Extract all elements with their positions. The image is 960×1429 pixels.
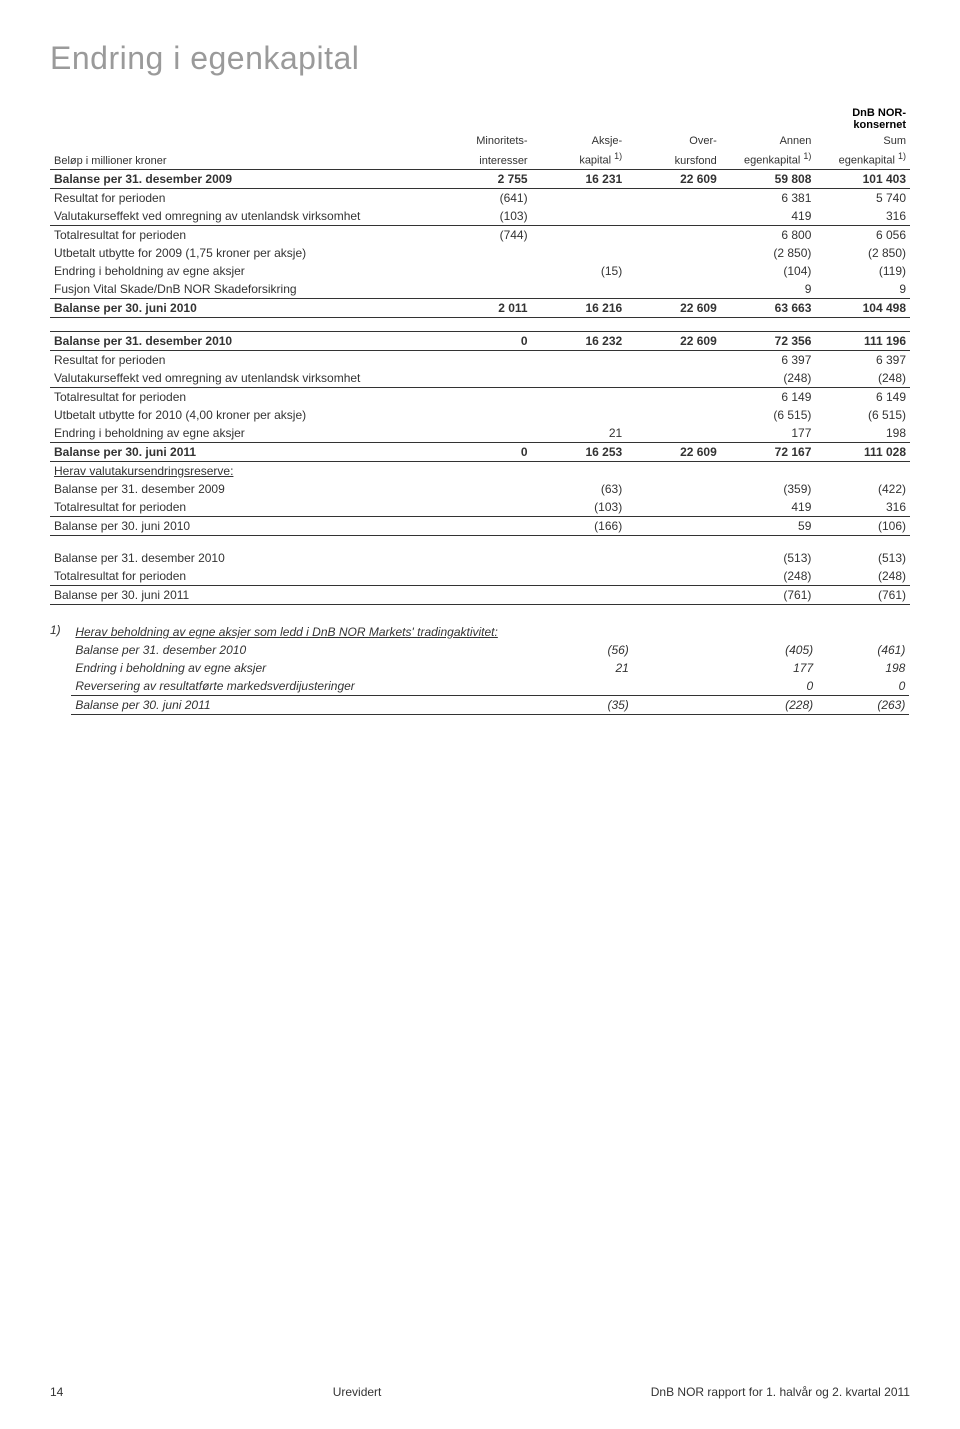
equity-change-table: DnB NOR-konsernetMinoritets-Aksje-Over-A… (50, 105, 910, 605)
table-row: Endring i beholdning av egne aksjer(15)(… (50, 262, 910, 280)
page-footer: 14 Urevidert DnB NOR rapport for 1. halv… (50, 1385, 910, 1399)
table-row: Reversering av resultatførte markedsverd… (71, 677, 909, 696)
table-row: Balanse per 31. desember 2010(56)(405)(4… (71, 641, 909, 659)
table-row: Endring i beholdning av egne aksjer21177… (71, 659, 909, 677)
table-row: Resultat for perioden(641)6 3815 740 (50, 188, 910, 207)
brand-label: DnB NOR-konsernet (815, 105, 910, 133)
table-row: Balanse per 30. juni 2011016 25322 60972… (50, 442, 910, 461)
reserve-heading: Herav valutakursendringsreserve: (50, 461, 910, 480)
footnote-block: 1) Herav beholdning av egne aksjer som l… (50, 623, 910, 715)
table-row: Valutakurseffekt ved omregning av utenla… (50, 369, 910, 388)
table-row: Balanse per 31. desember 20092 75516 231… (50, 169, 910, 188)
table-row: Utbetalt utbytte for 2010 (4,00 kroner p… (50, 406, 910, 424)
footer-right: DnB NOR rapport for 1. halvår og 2. kvar… (651, 1385, 910, 1399)
table-row: Balanse per 30. juni 2011(761)(761) (50, 586, 910, 605)
footer-page-number: 14 (50, 1385, 63, 1399)
table-row: Totalresultat for perioden(103)419316 (50, 498, 910, 517)
table-row: Balanse per 31. desember 2010016 23222 6… (50, 331, 910, 350)
page-title: Endring i egenkapital (50, 40, 910, 77)
table-row: Valutakurseffekt ved omregning av utenla… (50, 207, 910, 226)
footnote-table: Herav beholdning av egne aksjer som ledd… (71, 623, 909, 715)
table-row: Balanse per 31. desember 2009(63)(359)(4… (50, 480, 910, 498)
table-row: Endring i beholdning av egne aksjer21177… (50, 424, 910, 443)
footer-center: Urevidert (333, 1385, 382, 1399)
footnote-marker: 1) (50, 623, 68, 637)
footnote-heading: Herav beholdning av egne aksjer som ledd… (71, 623, 909, 641)
table-row: Balanse per 30. juni 20102 01116 21622 6… (50, 298, 910, 317)
table-row: Fusjon Vital Skade/DnB NOR Skadeforsikri… (50, 280, 910, 299)
table-row: Balanse per 30. juni 2010(166)59(106) (50, 516, 910, 535)
table-row: Totalresultat for perioden6 1496 149 (50, 387, 910, 406)
table-row: Resultat for perioden6 3976 397 (50, 350, 910, 369)
table-row: Totalresultat for perioden(248)(248) (50, 567, 910, 586)
table-row: Balanse per 31. desember 2010(513)(513) (50, 549, 910, 567)
table-row: Utbetalt utbytte for 2009 (1,75 kroner p… (50, 244, 910, 262)
table-row: Balanse per 30. juni 2011(35)(228)(263) (71, 696, 909, 715)
table-row: Totalresultat for perioden(744)6 8006 05… (50, 225, 910, 244)
